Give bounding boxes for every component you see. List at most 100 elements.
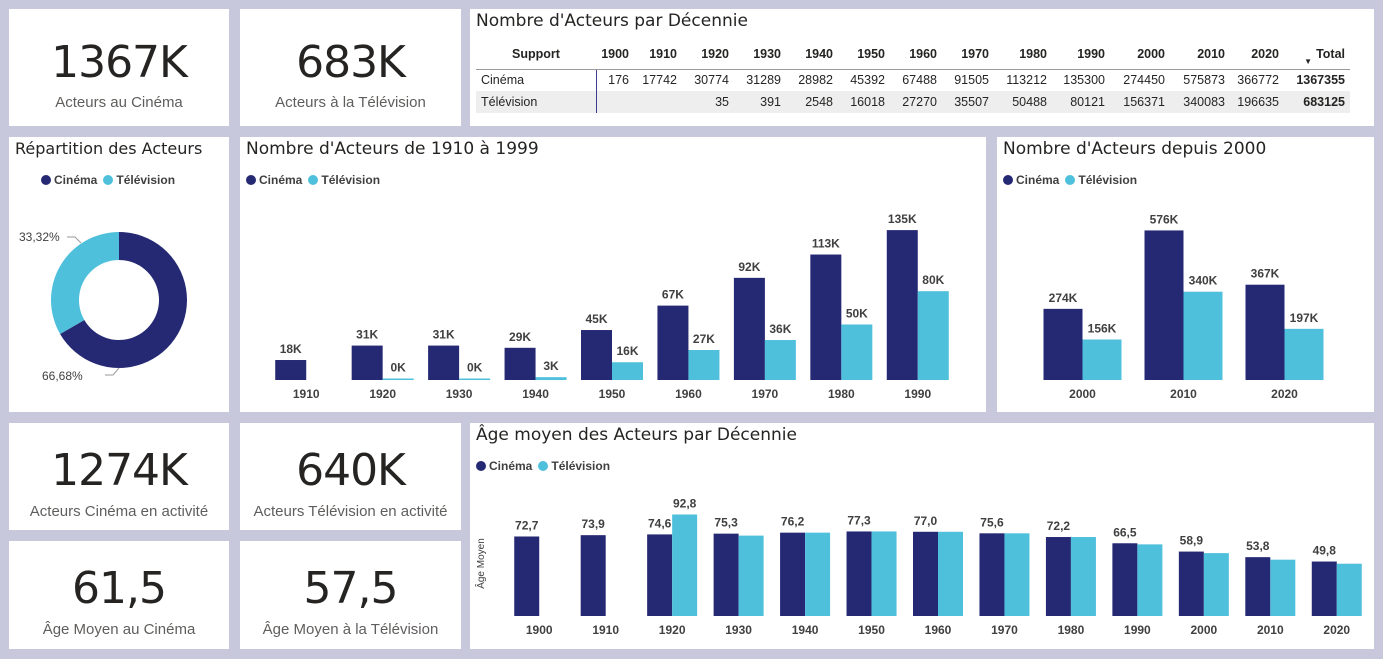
- matrix-cell: 366772: [1237, 73, 1279, 88]
- legend: Cinéma Télévision: [476, 459, 610, 473]
- bar-television-1960[interactable]: [938, 531, 963, 616]
- matrix-header-total[interactable]: ▼Total: [1284, 39, 1350, 70]
- bar-cinema-1990[interactable]: [1112, 543, 1138, 616]
- bar-cinema-1950[interactable]: [581, 330, 612, 380]
- matrix-header[interactable]: 2000: [1110, 39, 1170, 70]
- bar-television-1970[interactable]: [1004, 533, 1030, 616]
- bar-chart-1910-1999: 18K 1910 31K 0K 1920 31K 0K 1930 29K 3K 1940 45K 16K…: [275, 212, 949, 401]
- matrix-cell-total: 1367355: [1296, 73, 1345, 88]
- bar-cinema-1910[interactable]: [580, 535, 606, 616]
- matrix-header[interactable]: 1930: [734, 39, 786, 70]
- donut-slice-cinma[interactable]: [60, 232, 187, 368]
- bar-television-1950[interactable]: [871, 531, 897, 616]
- legend-item-television[interactable]: Télévision: [103, 173, 175, 187]
- bar-cinema-1950[interactable]: [846, 531, 872, 616]
- x-tick-label: 1950: [858, 623, 885, 637]
- x-tick-label: 2020: [1323, 623, 1350, 637]
- x-tick-label: 2000: [1190, 623, 1217, 637]
- bar-television-1960[interactable]: [688, 350, 720, 380]
- bar-cinema-1960[interactable]: [657, 305, 689, 380]
- bar-television-1930[interactable]: [459, 378, 491, 381]
- matrix-cell: 45392: [850, 73, 885, 88]
- legend-item-cinema[interactable]: Cinéma: [246, 173, 302, 187]
- bar-television-1920[interactable]: [672, 514, 698, 617]
- matrix-cell: 113212: [1006, 73, 1047, 88]
- bar-television-1990[interactable]: [1137, 544, 1163, 616]
- bar-television-2010[interactable]: [1270, 559, 1296, 616]
- matrix-cell: 2548: [786, 91, 838, 113]
- bar-cinema-2000[interactable]: [1043, 308, 1083, 380]
- matrix-header[interactable]: 1900: [596, 39, 634, 70]
- bar-cinema-2010[interactable]: [1144, 230, 1184, 380]
- data-label: 29K: [509, 330, 531, 344]
- bar-television-1950[interactable]: [612, 362, 643, 380]
- matrix-header[interactable]: 2010: [1170, 39, 1230, 70]
- matrix-header[interactable]: 1910: [634, 39, 682, 70]
- data-label: 3K: [543, 359, 559, 373]
- matrix-header[interactable]: 1990: [1052, 39, 1110, 70]
- bar-cinema-1920[interactable]: [351, 345, 383, 380]
- matrix-header[interactable]: 1950: [838, 39, 890, 70]
- bar-cinema-1940[interactable]: [504, 347, 536, 380]
- bar-cinema-1980[interactable]: [1045, 537, 1071, 616]
- data-label: 31K: [433, 328, 455, 342]
- bar-cinema-1930[interactable]: [428, 345, 460, 380]
- y-axis-label: Âge Moyen: [474, 538, 487, 589]
- bar-cinema-1980[interactable]: [810, 254, 842, 380]
- bar-cinema-1920[interactable]: [647, 534, 673, 616]
- matrix-cell: 35507: [942, 91, 994, 113]
- bar-television-1980[interactable]: [1070, 537, 1096, 616]
- bar-television-1990[interactable]: [917, 291, 949, 380]
- legend-item-television[interactable]: Télévision: [538, 459, 610, 473]
- bar-cinema-1900[interactable]: [514, 536, 540, 616]
- matrix-header[interactable]: 1970: [942, 39, 994, 70]
- bar-television-2000[interactable]: [1203, 553, 1229, 616]
- matrix-cell: 50488: [994, 91, 1052, 113]
- bar-television-1940[interactable]: [535, 377, 567, 380]
- table-row: Cinéma 176 17742 30774 31289 28982 45392…: [476, 69, 1350, 91]
- bar-television-2020[interactable]: [1284, 328, 1324, 380]
- bar-cinema-2020[interactable]: [1311, 561, 1337, 616]
- matrix-header[interactable]: 2020: [1230, 39, 1284, 70]
- matrix-cell: 31289: [746, 73, 781, 88]
- bar-television-1940[interactable]: [805, 532, 831, 616]
- bar-cinema-2000[interactable]: [1178, 551, 1204, 616]
- legend-label: Cinéma: [54, 173, 98, 187]
- matrix-header[interactable]: 1980: [994, 39, 1052, 70]
- legend-item-cinema[interactable]: Cinéma: [1003, 173, 1059, 187]
- bar-cinema-1970[interactable]: [979, 533, 1005, 616]
- donut-slice-tlvision[interactable]: [51, 232, 119, 334]
- legend-item-television[interactable]: Télévision: [308, 173, 380, 187]
- matrix-header[interactable]: 1940: [786, 39, 838, 70]
- legend-item-cinema[interactable]: Cinéma: [41, 173, 97, 187]
- x-tick-label: 1960: [675, 387, 702, 401]
- bar-television-2000[interactable]: [1082, 339, 1122, 380]
- bar-television-1930[interactable]: [738, 535, 764, 616]
- matrix-cell: [596, 91, 634, 113]
- bar-television-2010[interactable]: [1183, 291, 1223, 380]
- data-label: 58,9: [1180, 534, 1204, 548]
- table-row: Télévision 35 391 2548 16018 27270 35507…: [476, 91, 1350, 113]
- matrix-header[interactable]: 1920: [682, 39, 734, 70]
- legend-label: Télévision: [116, 173, 176, 187]
- bar-cinema-1940[interactable]: [780, 532, 806, 616]
- sort-desc-icon[interactable]: ▼: [1304, 56, 1313, 66]
- bar-cinema-1970[interactable]: [733, 277, 765, 380]
- legend-label: Télévision: [551, 459, 611, 473]
- bar-cinema-1990[interactable]: [886, 230, 918, 380]
- legend-item-television[interactable]: Télévision: [1065, 173, 1137, 187]
- bar-cinema-1910[interactable]: [275, 360, 307, 380]
- x-tick-label: 2000: [1069, 387, 1096, 401]
- leader-line: [67, 236, 82, 244]
- matrix-header[interactable]: Support: [476, 39, 596, 70]
- bar-television-2020[interactable]: [1336, 563, 1362, 616]
- bar-cinema-2020[interactable]: [1245, 284, 1285, 380]
- bar-television-1970[interactable]: [764, 340, 796, 380]
- matrix-header[interactable]: 1960: [890, 39, 942, 70]
- bar-television-1920[interactable]: [382, 378, 414, 381]
- bar-cinema-1930[interactable]: [713, 533, 739, 616]
- legend-item-cinema[interactable]: Cinéma: [476, 459, 532, 473]
- bar-cinema-2010[interactable]: [1245, 557, 1271, 616]
- bar-television-1980[interactable]: [841, 324, 873, 380]
- bar-cinema-1960[interactable]: [913, 531, 938, 616]
